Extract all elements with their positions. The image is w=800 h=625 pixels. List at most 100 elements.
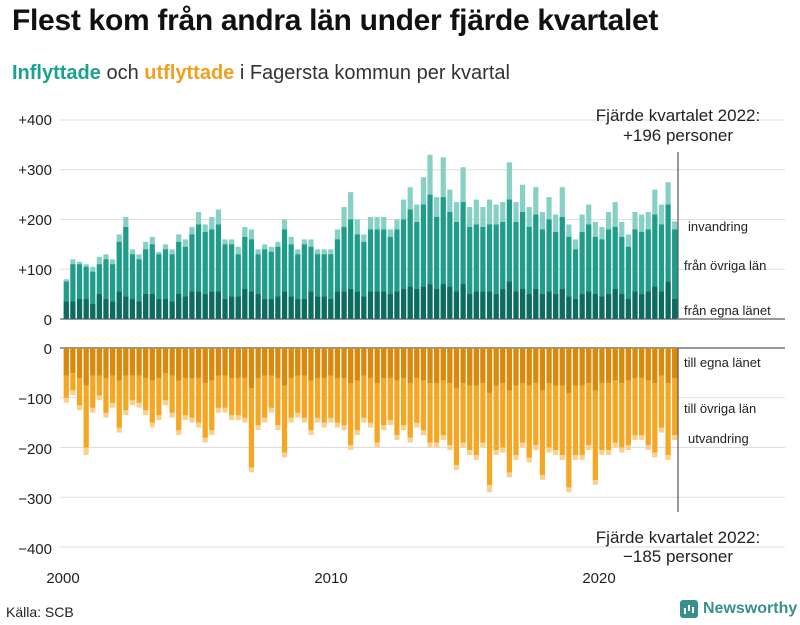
- bar-out-own: [572, 348, 579, 386]
- bar-in-other: [619, 236, 625, 319]
- bar-in-other: [612, 226, 618, 319]
- bar-out-other: [414, 348, 420, 423]
- bar-in-own: [202, 294, 208, 319]
- bar-in-own: [229, 296, 235, 319]
- bar-in-own: [546, 291, 552, 319]
- bar-in-own: [539, 294, 546, 319]
- bar-in-other: [586, 224, 592, 319]
- bar-out-own: [255, 348, 261, 378]
- bar-in-own: [63, 301, 69, 319]
- bar-out-own: [367, 348, 374, 378]
- bar-out-own: [513, 348, 519, 386]
- bar-out-other: [486, 348, 493, 485]
- bar-out-own: [546, 348, 552, 383]
- bar-in-other: [579, 231, 585, 319]
- bar-in-own: [460, 284, 466, 319]
- bar-out-other: [480, 348, 486, 443]
- chart-title: Flest kom från andra län under fjärde kv…: [12, 4, 659, 37]
- bar-in-other: [599, 239, 605, 319]
- bar-in-own: [295, 299, 301, 319]
- bar-in-other: [242, 236, 248, 319]
- bar-in-own: [605, 294, 612, 319]
- bar-in-other: [453, 221, 460, 319]
- bar-in-own: [645, 291, 651, 319]
- bar-out-other: [639, 348, 645, 436]
- bar-out-own: [268, 348, 274, 376]
- bar-out-own: [189, 348, 195, 378]
- newsworthy-logo-icon: [680, 600, 698, 618]
- bar-in-other: [500, 221, 506, 319]
- bar-out-other: [394, 348, 400, 436]
- bar-in-other: [143, 249, 149, 319]
- bar-in-own: [103, 299, 109, 319]
- bar-in-own: [83, 299, 89, 319]
- bar-in-own: [195, 291, 202, 319]
- bar-in-own: [288, 296, 294, 319]
- bar-in-other: [341, 226, 347, 319]
- axis-labels: +400 +300 +200 +100 0 0 −100 −200 −300 −…: [18, 112, 615, 587]
- bar-out-own: [394, 348, 400, 381]
- bar-out-other: [268, 348, 274, 408]
- bar-in-own: [321, 296, 327, 319]
- bar-in-other: [420, 204, 426, 319]
- bar-in-other: [255, 254, 261, 319]
- bar-in-other: [295, 254, 301, 319]
- bar-out-other: [605, 348, 612, 450]
- bar-out-other: [248, 348, 255, 468]
- bar-in-other: [434, 217, 440, 319]
- bar-out-other: [619, 348, 625, 448]
- bar-out-other: [658, 348, 665, 428]
- bar-out-own: [123, 348, 129, 376]
- bar-out-own: [579, 348, 585, 386]
- bar-in-own: [222, 299, 228, 319]
- bar-out-other: [328, 348, 334, 418]
- bar-out-other: [493, 348, 499, 450]
- bar-out-own: [262, 348, 268, 376]
- x-tick-label: 2020: [582, 570, 615, 587]
- bar-out-own: [420, 348, 426, 381]
- bar-out-other: [361, 348, 367, 418]
- bar-out-own: [553, 348, 559, 386]
- subtitle-in-word: Inflyttade: [12, 62, 101, 84]
- bar-in-own: [255, 294, 261, 319]
- bar-in-other: [632, 229, 638, 319]
- bar-in-other: [381, 229, 387, 319]
- bar-out-own: [473, 348, 479, 386]
- bar-out-own: [103, 348, 109, 378]
- bar-in-other: [427, 194, 433, 319]
- bar-out-other: [434, 348, 440, 443]
- bar-in-other: [301, 244, 307, 319]
- bar-in-other: [480, 226, 486, 319]
- bar-out-own: [96, 348, 102, 376]
- annotation-top-line2: +196 personer: [623, 126, 733, 145]
- bar-in-other: [559, 217, 565, 319]
- bar-in-other: [110, 264, 116, 319]
- x-tick-label: 2000: [46, 570, 79, 587]
- bar-out-other: [374, 348, 380, 443]
- bar-out-own: [328, 348, 334, 376]
- bar-in-other: [169, 254, 175, 319]
- bar-in-own: [506, 281, 512, 319]
- x-tick-label: 2010: [314, 570, 347, 587]
- label-out-total: utvandring: [688, 431, 749, 446]
- bar-out-own: [447, 348, 453, 383]
- bar-out-own: [639, 348, 645, 378]
- bar-out-other: [599, 348, 605, 450]
- y-tick-label: −400: [18, 541, 52, 558]
- bar-out-own: [434, 348, 440, 383]
- bar-in-own: [162, 299, 169, 319]
- bar-out-other: [209, 348, 215, 431]
- bar-in-other: [209, 229, 215, 319]
- bar-in-own: [275, 296, 281, 319]
- bar-out-other: [387, 348, 393, 421]
- bar-in-other: [367, 229, 374, 319]
- bar-out-other: [460, 348, 466, 443]
- bar-in-own: [467, 294, 473, 319]
- bar-out-other: [341, 348, 347, 426]
- bar-in-own: [136, 301, 142, 319]
- bar-out-own: [632, 348, 638, 378]
- bar-out-own: [295, 348, 301, 376]
- bar-out-other: [308, 348, 314, 431]
- bar-in-own: [96, 294, 102, 319]
- bar-out-other: [143, 348, 149, 411]
